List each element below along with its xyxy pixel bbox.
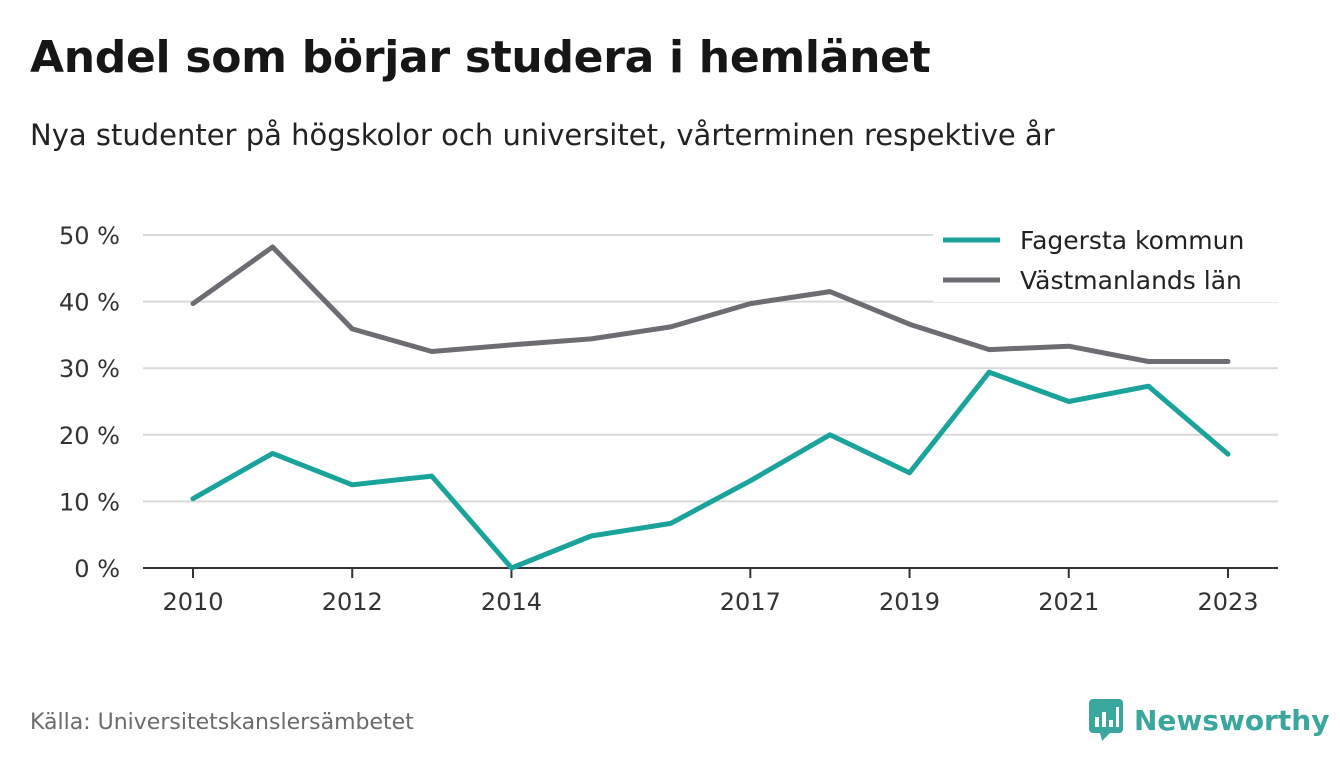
y-tick-label: 0 % <box>74 555 120 583</box>
y-tick-label: 50 % <box>59 222 120 250</box>
series-line-vastmanlands-lan <box>190 244 1231 364</box>
series-line-fagersta-kommun <box>190 369 1231 571</box>
brand-name: Newsworthy <box>1134 703 1330 737</box>
series-lines <box>190 244 1231 571</box>
brand-logo: Newsworthy <box>1088 698 1329 742</box>
x-tick-label: 2021 <box>1038 588 1099 616</box>
x-tick-label: 2014 <box>481 588 542 616</box>
newsworthy-logo-icon <box>1089 699 1123 741</box>
y-tick-label: 30 % <box>59 355 120 383</box>
y-tick-label: 20 % <box>59 422 120 450</box>
x-tick-label: 2017 <box>720 588 781 616</box>
chart-subtitle: Nya studenter på högskolor och universit… <box>30 118 1055 152</box>
x-axis: 2010 2012 2014 2017 2019 2021 2023 <box>143 567 1278 616</box>
chart-title: Andel som börjar studera i hemlänet <box>30 32 931 83</box>
legend-label: Fagersta kommun <box>1020 226 1244 255</box>
x-tick-label: 2010 <box>162 588 223 616</box>
legend: Fagersta kommun Västmanlands län <box>933 218 1278 302</box>
legend-background <box>933 218 1278 302</box>
x-tick-label: 2012 <box>322 588 383 616</box>
y-tick-label: 10 % <box>59 488 120 516</box>
x-tick-label: 2023 <box>1197 588 1258 616</box>
source-note: Källa: Universitetskanslersämbetet <box>30 710 414 735</box>
legend-label: Västmanlands län <box>1020 266 1242 295</box>
y-tick-label: 40 % <box>59 289 120 317</box>
x-tick-label: 2019 <box>879 588 940 616</box>
y-axis-tick-labels: 0 % 10 % 20 % 30 % 40 % 50 % <box>59 222 120 583</box>
line-chart: 0 % 10 % 20 % 30 % 40 % 50 % 2010 2012 2014 2017… <box>59 218 1278 616</box>
